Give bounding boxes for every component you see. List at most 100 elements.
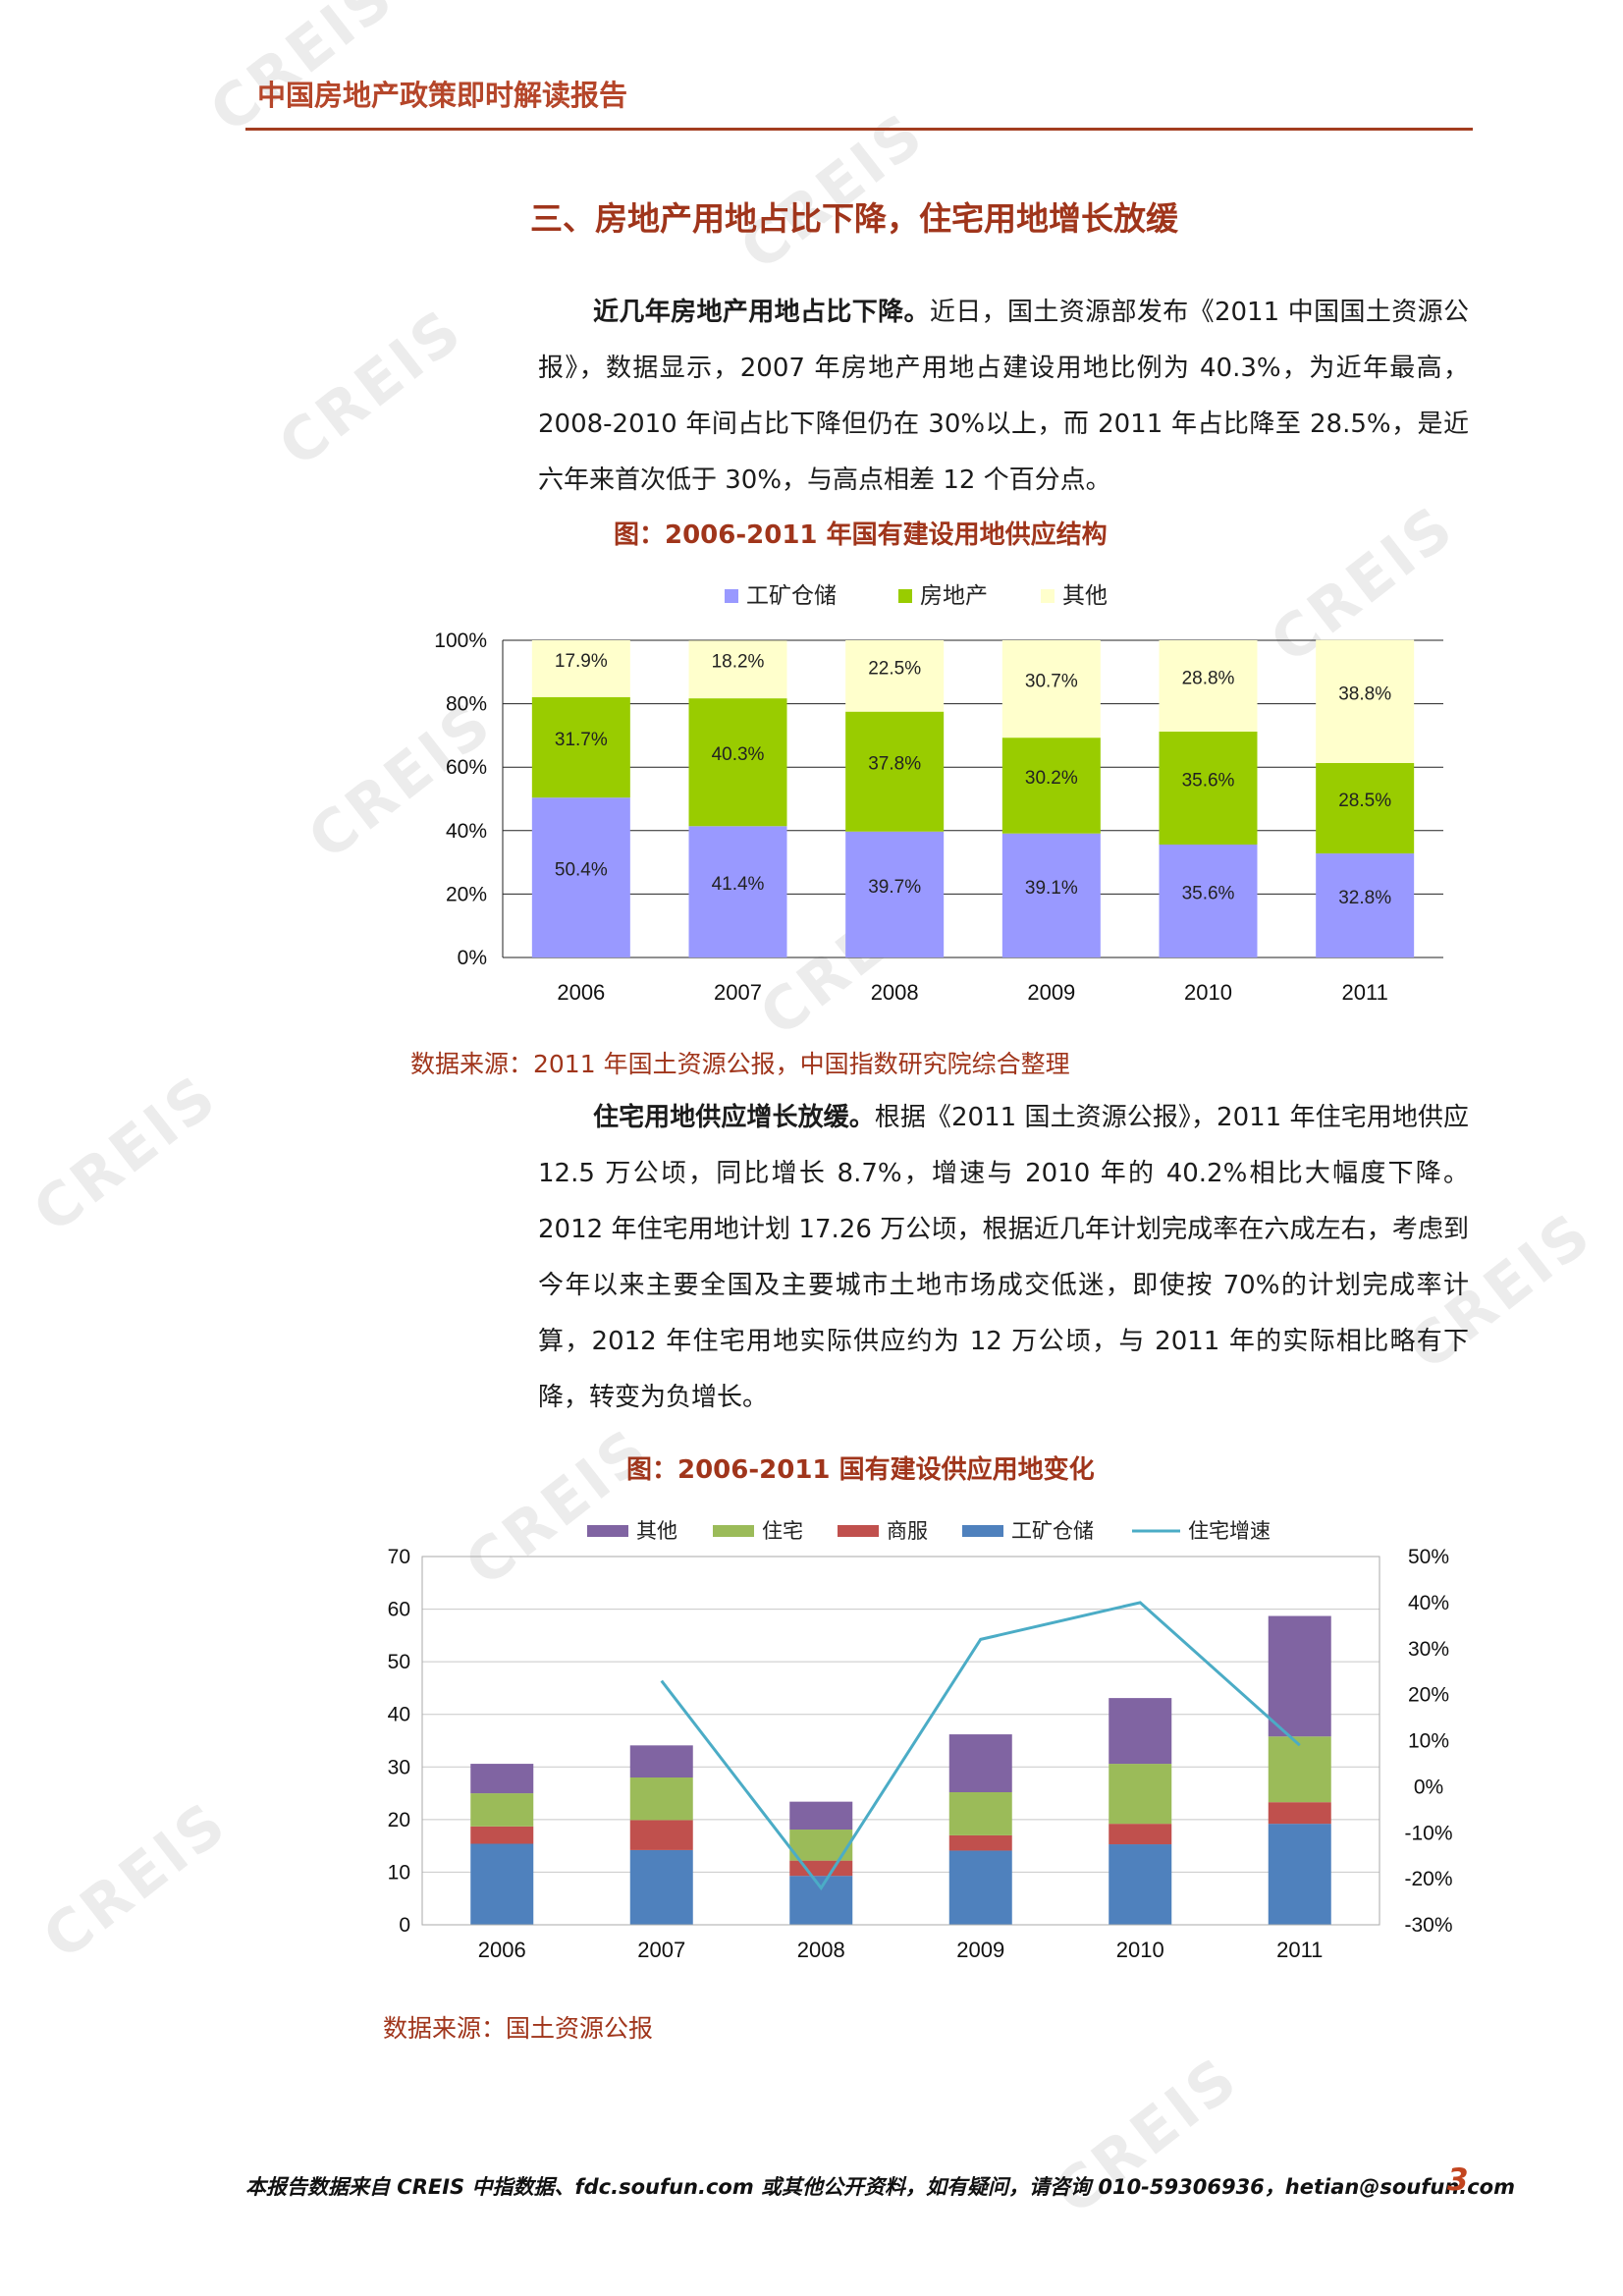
bar-segment	[1316, 763, 1415, 854]
watermark: CREIS	[21, 1061, 232, 1247]
y-tick-label: 10	[388, 1861, 410, 1884]
y-tick-label: 40	[388, 1704, 410, 1726]
legend-swatch	[898, 589, 912, 603]
section-title: 三、房地产用地占比下降，住宅用地增长放缓	[530, 199, 1178, 238]
bar-segment	[1109, 1698, 1172, 1765]
x-tick-label: 2007	[637, 1938, 685, 1962]
legend-swatch	[587, 1525, 628, 1537]
y2-tick-label: -10%	[1404, 1822, 1452, 1844]
y2-tick-label: 50%	[1408, 1546, 1449, 1568]
y2-tick-label: -30%	[1404, 1914, 1452, 1937]
bar-segment	[1001, 833, 1101, 957]
bar-segment	[1109, 1844, 1172, 1925]
y-tick-label: 60%	[446, 756, 487, 779]
bar-segment	[1109, 1824, 1172, 1845]
bar-segment	[629, 1777, 693, 1821]
paragraph-lead: 近几年房地产用地占比下降。	[593, 298, 930, 327]
y-tick-label: 80%	[446, 693, 487, 716]
bar-segment	[1109, 1764, 1172, 1825]
data-label: 17.9%	[555, 651, 608, 672]
header-divider	[245, 128, 1473, 131]
bar-segment	[1268, 1736, 1331, 1803]
x-tick-label: 2011	[1342, 980, 1388, 1005]
data-label: 22.5%	[868, 658, 921, 679]
y2-tick-label: -20%	[1404, 1868, 1452, 1890]
data-label: 50.4%	[555, 860, 608, 881]
legend-label: 工矿仓储	[1011, 1520, 1094, 1543]
y-tick-label: 50	[388, 1651, 410, 1673]
legend-label: 住宅增速	[1188, 1520, 1271, 1543]
figure1-title: 图：2006-2011 年国有建设用地供应结构	[614, 520, 1108, 550]
data-label: 18.2%	[712, 652, 765, 673]
bar-segment	[789, 1876, 853, 1925]
y2-tick-label: 10%	[1408, 1730, 1449, 1753]
y-tick-label: 0	[399, 1914, 410, 1937]
y2-tick-label: 20%	[1408, 1684, 1449, 1707]
chart1-bars: 50.4% 31.7% 17.9% 41.4% 40.3% 18.2% 39.7% 37.8%…	[531, 639, 1415, 957]
chart2-bars	[470, 1615, 1331, 1925]
chart2-line	[660, 1601, 1301, 1891]
bar-segment	[1268, 1824, 1331, 1925]
data-label: 28.5%	[1338, 791, 1391, 811]
bar-segment	[688, 640, 787, 699]
bar-segment	[531, 696, 630, 798]
bar-segment	[789, 1860, 853, 1877]
bar-segment	[948, 1734, 1012, 1792]
bar-segment	[1316, 853, 1415, 957]
paragraph-lead: 住宅用地供应增长放缓。	[593, 1103, 875, 1132]
legend-label: 商服	[887, 1520, 928, 1543]
watermark: CREIS	[266, 295, 477, 481]
bar-segment	[1159, 732, 1258, 846]
y-tick-label: 70	[388, 1546, 410, 1568]
bar-segment	[1001, 738, 1101, 834]
bar-segment	[1316, 639, 1415, 764]
data-label: 35.6%	[1182, 884, 1235, 904]
data-label: 39.7%	[868, 877, 921, 898]
bar-segment	[470, 1764, 534, 1794]
report-header-title: 中国房地产政策即时解读报告	[257, 79, 628, 112]
bar-segment	[1159, 640, 1258, 733]
chart1-grid	[503, 639, 1443, 958]
chart2-axes: 0 10 20 30 40 50 60 70 -30% -20% -10% 0% 10% 20% 30% 40…	[388, 1546, 1453, 1962]
bar-segment	[1268, 1802, 1331, 1825]
x-tick-label: 2010	[1116, 1938, 1164, 1962]
chart1-axes: 0% 20% 40% 60% 80% 100% 2006 2007 2008 2009 2010 20…	[434, 629, 1388, 1005]
bar-segment	[1001, 640, 1101, 738]
legend-swatch	[725, 589, 738, 603]
x-tick-label: 2010	[1184, 980, 1232, 1005]
plot-frame	[421, 1556, 1380, 1926]
y-tick-label: 40%	[446, 820, 487, 843]
x-tick-label: 2006	[478, 1938, 526, 1962]
bar-segment	[845, 711, 945, 832]
bar-segment	[688, 826, 787, 957]
watermark: CREIS	[728, 98, 939, 285]
bar-segment	[470, 1826, 534, 1844]
legend-label: 房地产	[920, 582, 988, 608]
x-tick-label: 2009	[1027, 980, 1075, 1005]
legend-swatch	[838, 1525, 879, 1537]
bar-segment	[789, 1801, 853, 1831]
paragraph-land-share: 近几年房地产用地占比下降。近日，国土资源部发布《2011 中国国土资源公报》，数…	[538, 285, 1469, 509]
data-label: 40.3%	[712, 744, 765, 765]
data-label: 41.4%	[712, 874, 765, 895]
chart1-legend: 工矿仓储 房地产 其他	[725, 582, 1108, 608]
x-tick-label: 2007	[714, 980, 762, 1005]
data-label: 28.8%	[1182, 669, 1235, 689]
bar-segment	[1159, 845, 1258, 957]
bar-segment	[629, 1820, 693, 1850]
figure2-title: 图：2006-2011 国有建设供应用地变化	[626, 1455, 1095, 1485]
data-label: 30.7%	[1025, 672, 1078, 692]
x-tick-label: 2011	[1276, 1938, 1323, 1962]
y-tick-label: 100%	[434, 629, 487, 652]
data-label: 37.8%	[868, 754, 921, 775]
bar-segment	[531, 797, 630, 957]
data-label: 35.6%	[1182, 771, 1235, 792]
bar-segment	[1268, 1615, 1331, 1737]
x-tick-label: 2009	[956, 1938, 1004, 1962]
growth-line	[660, 1601, 1301, 1891]
figure1-source: 数据来源：2011 年国土资源公报，中国指数研究院综合整理	[410, 1050, 1070, 1078]
data-label: 31.7%	[555, 730, 608, 750]
chart2-grid	[422, 1556, 1380, 1926]
legend-swatch	[962, 1525, 1003, 1537]
land-supply-change-chart: 其他 住宅 商服 工矿仓储 住宅增速 0 10 20 30 40 50 60 70 -30% -20% -1…	[388, 1520, 1453, 1962]
